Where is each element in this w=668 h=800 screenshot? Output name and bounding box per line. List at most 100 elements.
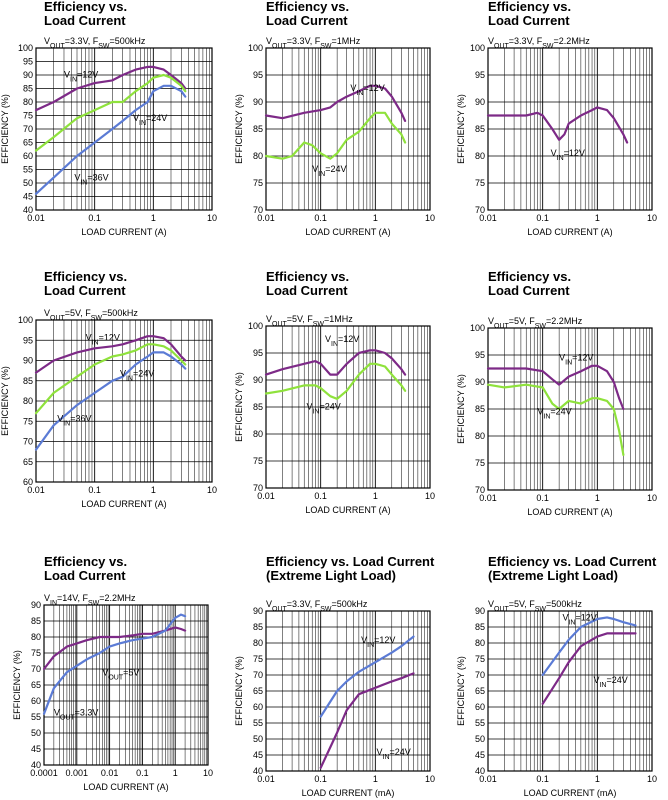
chart-condition: VOUT=3.3V, FSW=2.2MHz xyxy=(488,36,590,50)
y-tick-label: 70 xyxy=(31,664,41,674)
chart-title-line: Efficiency vs. Load Current xyxy=(266,554,435,569)
x-tick-label: 1 xyxy=(173,768,178,778)
chart-svg: VIN=14V, FSW=2.2MHz 40 45 50 55 60 65 70 75 80 85 9… xyxy=(12,593,213,792)
chart-panel-1: Efficiency vs. Load Current VOUT=3.3V, FSW… xyxy=(0,0,222,245)
y-axis-label: EFFICIENCY (%) xyxy=(456,656,466,726)
y-tick-label: 75 xyxy=(475,458,485,468)
y-axis-label: EFFICIENCY (%) xyxy=(456,94,466,164)
y-tick-label: 75 xyxy=(475,654,485,664)
chart-title-line: Load Current xyxy=(44,568,126,583)
chart-title-line: Efficiency vs. xyxy=(44,0,128,14)
chart-title-line: Load Current xyxy=(488,13,570,28)
y-tick-label: 75 xyxy=(253,456,263,466)
series-line-2 xyxy=(319,672,415,769)
chart-panel-9: Efficiency vs. Load Current (Extreme Ligh… xyxy=(444,555,668,800)
y-tick-label: 80 xyxy=(31,632,41,642)
series-annotation: VIN=24V xyxy=(593,675,627,689)
series-line-2 xyxy=(34,343,187,415)
x-tick-label: 10 xyxy=(647,213,657,223)
y-tick-label: 80 xyxy=(23,396,33,406)
chart-condition: VOUT=5V, FSW=2.2MHz xyxy=(488,316,583,330)
y-tick-label: 70 xyxy=(253,205,263,215)
x-tick-label: 1 xyxy=(373,774,378,784)
x-tick-label: 0.01 xyxy=(479,493,497,503)
chart-title-line: Efficiency vs. xyxy=(44,269,128,284)
y-tick-label: 100 xyxy=(248,43,263,53)
series-annotation: VIN=24V xyxy=(376,747,410,761)
y-tick-label: 45 xyxy=(475,750,485,760)
series-line-1 xyxy=(319,635,415,718)
y-tick-label: 85 xyxy=(23,376,33,386)
y-tick-label: 55 xyxy=(253,718,263,728)
y-tick-label: 100 xyxy=(470,323,485,333)
chart-panel-4: Efficiency vs. Load Current VOUT=5V, FSW=5… xyxy=(0,270,222,515)
chart-panel-5: Efficiency vs. Load Current VOUT=5V, FSW=1… xyxy=(222,270,444,516)
y-tick-label: 70 xyxy=(475,205,485,215)
x-axis-label: LOAD CURRENT (A) xyxy=(81,227,166,237)
series-annotation: VIN=24V xyxy=(120,369,154,383)
chart-title-line: Load Current xyxy=(44,13,126,28)
y-tick-label: 75 xyxy=(23,111,33,121)
x-tick-label: 0.1 xyxy=(314,491,327,501)
x-tick-label: 10 xyxy=(647,774,657,784)
series-annotation: VOUT=5V xyxy=(102,667,139,681)
y-tick-label: 50 xyxy=(31,728,41,738)
series-line-2 xyxy=(264,362,407,400)
y-tick-label: 85 xyxy=(253,402,263,412)
y-tick-label: 85 xyxy=(475,404,485,414)
chart-title-line: Load Current xyxy=(44,283,126,298)
series-annotation: VIN=24V xyxy=(312,164,346,178)
y-tick-label: 90 xyxy=(253,606,263,616)
x-tick-label: 10 xyxy=(425,774,435,784)
chart-title: Efficiency vs. Load Current (Extreme Ligh… xyxy=(266,555,434,583)
chart-condition: VOUT=5V, FSW=500kHz xyxy=(488,599,582,613)
chart-title: Efficiency vs. Load Current xyxy=(488,270,571,298)
chart-svg: VOUT=3.3V, FSW=1MHz 70 75 80 85 90 95 100 0.01 0.… xyxy=(234,36,435,237)
y-tick-label: 85 xyxy=(253,124,263,134)
y-tick-label: 95 xyxy=(475,350,485,360)
y-tick-label: 65 xyxy=(253,686,263,696)
x-tick-label: 0.01 xyxy=(479,213,497,223)
y-tick-label: 45 xyxy=(253,750,263,760)
y-tick-label: 80 xyxy=(475,151,485,161)
y-tick-label: 75 xyxy=(253,178,263,188)
y-tick-label: 85 xyxy=(23,84,33,94)
y-tick-label: 95 xyxy=(475,70,485,80)
x-tick-label: 0.1 xyxy=(88,485,101,495)
x-axis-label: LOAD CURRENT (mA) xyxy=(524,788,617,798)
y-tick-label: 40 xyxy=(253,766,263,776)
y-axis-label: EFFICIENCY (%) xyxy=(234,94,244,164)
x-tick-label: 0.0001 xyxy=(30,768,58,778)
y-tick-label: 70 xyxy=(23,437,33,447)
series-line-1 xyxy=(486,106,629,144)
series-annotation: VIN=24V xyxy=(133,113,167,127)
chart-svg: VOUT=3.3V, FSW=2.2MHz 70 75 80 85 90 95 100 0.01… xyxy=(456,36,657,237)
y-tick-label: 60 xyxy=(23,151,33,161)
chart-panel-2: Efficiency vs. Load Current VOUT=3.3V, FSW… xyxy=(222,0,444,245)
chart-title-line: Load Current xyxy=(266,283,348,298)
chart-grid xyxy=(265,47,430,211)
y-tick-label: 70 xyxy=(475,670,485,680)
chart-grid xyxy=(487,610,652,772)
chart-title-line: Load Current xyxy=(488,283,570,298)
x-tick-label: 0.01 xyxy=(101,768,119,778)
y-tick-label: 90 xyxy=(23,70,33,80)
x-axis-label: LOAD CURRENT (mA) xyxy=(302,788,395,798)
series-annotation: VIN=12V xyxy=(86,332,120,346)
y-tick-label: 85 xyxy=(31,616,41,626)
y-tick-label: 80 xyxy=(253,638,263,648)
y-tick-label: 75 xyxy=(475,178,485,188)
x-axis-label: LOAD CURRENT (A) xyxy=(527,507,612,517)
chart-grid xyxy=(487,47,652,211)
chart-grid xyxy=(487,327,652,491)
y-tick-label: 55 xyxy=(31,712,41,722)
y-tick-label: 90 xyxy=(475,97,485,107)
y-tick-label: 65 xyxy=(23,457,33,467)
chart-panel-8: Efficiency vs. Load Current (Extreme Ligh… xyxy=(222,555,444,800)
series-line-1 xyxy=(34,65,187,112)
series-line-2 xyxy=(541,632,637,705)
series-annotation: VIN=12V xyxy=(361,635,395,649)
series-line-1 xyxy=(264,84,407,123)
y-tick-label: 65 xyxy=(475,686,485,696)
x-tick-label: 0.01 xyxy=(257,491,275,501)
